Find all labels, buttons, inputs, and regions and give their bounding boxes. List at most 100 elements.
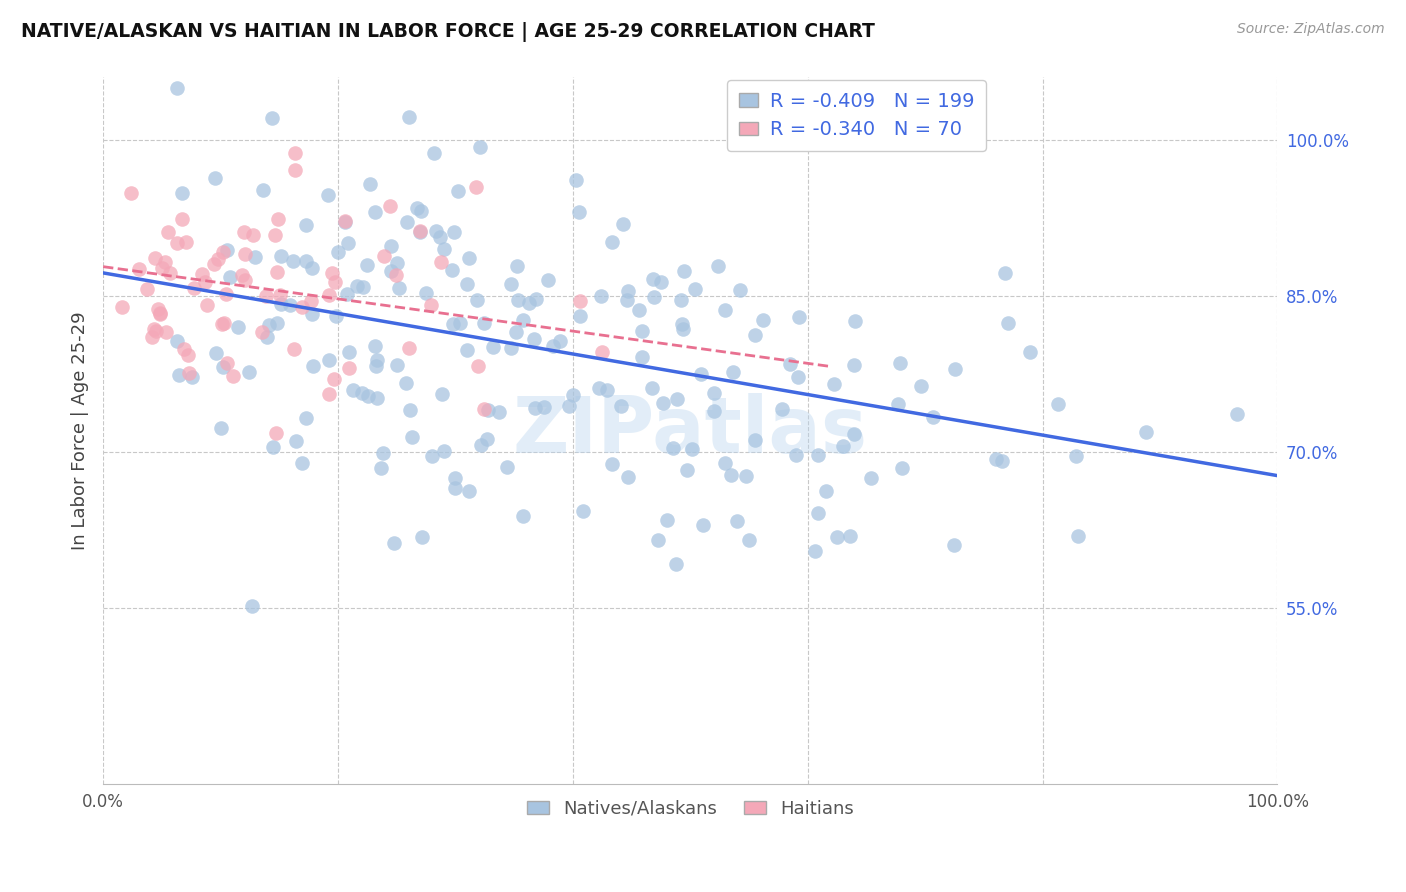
Point	[120, 186, 142, 200]
Point	[260, 111, 283, 125]
Point	[441, 318, 464, 332]
Point	[444, 471, 467, 485]
Point	[477, 402, 499, 417]
Point	[429, 230, 451, 244]
Point	[1064, 449, 1087, 463]
Point	[166, 80, 188, 95]
Point	[172, 186, 194, 200]
Point	[744, 327, 766, 342]
Point	[672, 263, 695, 277]
Point	[205, 346, 228, 360]
Point	[295, 254, 318, 268]
Point	[991, 454, 1014, 468]
Point	[714, 456, 737, 470]
Point	[266, 316, 288, 330]
Point	[616, 293, 638, 307]
Point	[321, 266, 343, 280]
Point	[219, 270, 242, 285]
Point	[183, 280, 205, 294]
Point	[364, 359, 387, 373]
Text: NATIVE/ALASKAN VS HAITIAN IN LABOR FORCE | AGE 25-29 CORRELATION CHART: NATIVE/ALASKAN VS HAITIAN IN LABOR FORCE…	[21, 22, 875, 42]
Point	[283, 342, 305, 356]
Point	[472, 401, 495, 416]
Point	[496, 459, 519, 474]
Point	[728, 283, 751, 297]
Point	[266, 265, 288, 279]
Point	[222, 368, 245, 383]
Point	[202, 257, 225, 271]
Point	[675, 463, 697, 477]
Point	[211, 317, 233, 331]
Point	[356, 258, 378, 272]
Point	[415, 285, 437, 300]
Point	[838, 529, 860, 543]
Point	[176, 347, 198, 361]
Point	[194, 275, 217, 289]
Point	[364, 204, 387, 219]
Point	[270, 297, 292, 311]
Point	[409, 225, 432, 239]
Point	[562, 388, 585, 402]
Point	[215, 287, 238, 301]
Y-axis label: In Labor Force | Age 25-29: In Labor Force | Age 25-29	[72, 311, 89, 550]
Point	[385, 358, 408, 372]
Point	[672, 322, 695, 336]
Point	[804, 544, 827, 558]
Point	[262, 440, 284, 454]
Point	[665, 392, 688, 406]
Point	[571, 503, 593, 517]
Point	[652, 395, 675, 409]
Point	[166, 334, 188, 348]
Point	[150, 260, 173, 275]
Point	[295, 219, 318, 233]
Point	[155, 325, 177, 339]
Point	[859, 470, 882, 484]
Point	[264, 426, 287, 441]
Point	[263, 228, 285, 243]
Point	[647, 533, 669, 547]
Point	[136, 282, 159, 296]
Point	[662, 441, 685, 455]
Point	[447, 184, 470, 198]
Point	[1019, 344, 1042, 359]
Point	[671, 317, 693, 331]
Point	[142, 322, 165, 336]
Point	[269, 287, 291, 301]
Point	[212, 317, 235, 331]
Point	[744, 434, 766, 448]
Text: ZIPatlas: ZIPatlas	[513, 393, 868, 469]
Point	[156, 225, 179, 239]
Point	[356, 389, 378, 403]
Point	[655, 512, 678, 526]
Point	[148, 301, 170, 316]
Point	[301, 261, 323, 276]
Point	[212, 245, 235, 260]
Point	[440, 262, 463, 277]
Point	[832, 439, 855, 453]
Point	[569, 293, 592, 308]
Point	[167, 368, 190, 382]
Point	[482, 340, 505, 354]
Point	[337, 361, 360, 376]
Point	[499, 277, 522, 291]
Point	[295, 410, 318, 425]
Point	[242, 227, 264, 242]
Point	[195, 298, 218, 312]
Point	[488, 405, 510, 419]
Point	[326, 245, 349, 260]
Point	[204, 171, 226, 186]
Point	[600, 235, 623, 250]
Point	[891, 461, 914, 475]
Point	[406, 201, 429, 215]
Point	[380, 199, 402, 213]
Point	[346, 279, 368, 293]
Point	[506, 259, 529, 273]
Point	[267, 212, 290, 227]
Point	[617, 284, 640, 298]
Point	[366, 353, 388, 368]
Point	[596, 383, 619, 397]
Point	[409, 204, 432, 219]
Point	[430, 386, 453, 401]
Point	[380, 239, 402, 253]
Point	[752, 313, 775, 327]
